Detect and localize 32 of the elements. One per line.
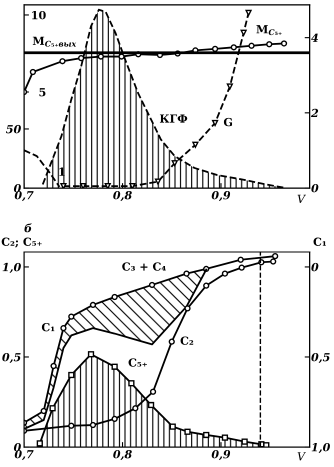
annotation: C₅₊ bbox=[128, 358, 147, 367]
x-tick-label: 0,9 bbox=[212, 450, 230, 460]
x-tick-label: 0,7 bbox=[14, 450, 34, 460]
y2-tick-label: 0 bbox=[311, 184, 318, 192]
y3-tick-label: 10 bbox=[32, 10, 46, 20]
y3-tick-label: 5 bbox=[39, 88, 46, 96]
x-axis-title: V bbox=[298, 452, 306, 460]
y2-tick-label: 4 bbox=[311, 34, 318, 42]
x-tick-label: 0,9 bbox=[212, 190, 230, 202]
y-tick-label: 1,0 bbox=[2, 262, 21, 273]
y2-tick-label: 2 bbox=[310, 108, 318, 118]
x-tick-label: 0,8 bbox=[113, 190, 132, 202]
y-tick-label: 0 bbox=[14, 442, 21, 452]
y-tick-label: 50 bbox=[6, 124, 21, 134]
x-axis-title: V bbox=[298, 194, 306, 203]
x-tick-label: 0,8 bbox=[113, 450, 132, 460]
y2-axis-title: C₁ bbox=[314, 238, 326, 246]
annotation: C₁ bbox=[42, 322, 54, 332]
y2-tick-label: 0,5 bbox=[311, 352, 330, 364]
y2-tick-label: 1,0 bbox=[312, 442, 330, 454]
y-axis-title: C₂; C₅₊ bbox=[2, 238, 42, 248]
annotation: КГФ bbox=[160, 114, 188, 123]
chart-title: б bbox=[24, 223, 32, 232]
y-tick-label: 0,5 bbox=[2, 352, 21, 364]
annotation: C₃ + C₄ bbox=[122, 262, 166, 271]
x-tick-label: 0,7 bbox=[14, 190, 34, 202]
y-tick-label: 0 bbox=[14, 184, 21, 192]
annotation: C₂ bbox=[180, 336, 194, 345]
y2-tick-label: 0 bbox=[311, 262, 318, 272]
ref-line-label: M$_{C₅₊вых}$ bbox=[32, 36, 76, 47]
annotation: M$_{C₅₊}$ bbox=[256, 25, 282, 36]
annotation: G bbox=[224, 118, 232, 126]
